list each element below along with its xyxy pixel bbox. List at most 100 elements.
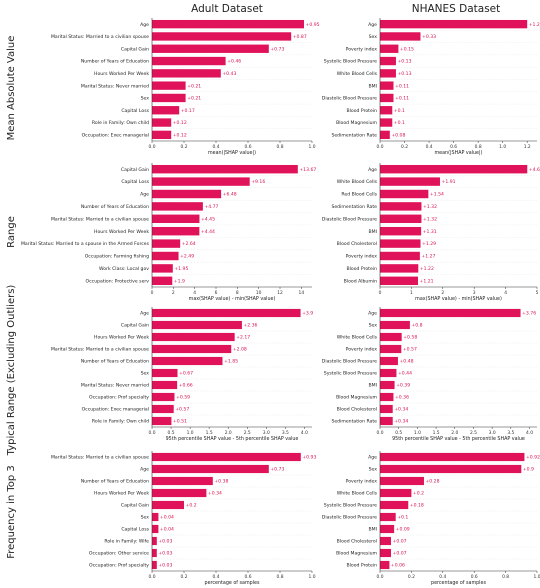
- x-axis-label: mean(|SHAP value|): [434, 150, 482, 156]
- bar: [380, 464, 522, 474]
- bar-value-label: +0.21: [187, 96, 201, 102]
- column-title-adult: Adult Dataset: [191, 3, 263, 15]
- bar: [152, 356, 223, 366]
- category-label: BMI: [369, 83, 377, 89]
- category-label: Diastolic Blood Pressure: [322, 96, 377, 102]
- x-axis-label: 95th percentile SHAP value - 5th percent…: [392, 436, 525, 442]
- bar-value-label: +0.34: [394, 407, 408, 413]
- bar-value-label: +0.07: [392, 539, 406, 545]
- bar: [152, 404, 174, 414]
- x-tick-label: 0.6: [450, 144, 457, 150]
- category-label: Diastolic Blood Pressure: [322, 515, 377, 521]
- category-label: Marital Status: Married to a civilian sp…: [51, 347, 149, 353]
- bar: [152, 251, 179, 261]
- bar-value-label: +9.16: [251, 179, 265, 185]
- bar-value-label: +0.03: [158, 551, 172, 557]
- x-tick-label: 0.6: [245, 144, 252, 150]
- bar: [380, 404, 393, 414]
- x-tick-label: 0.0: [377, 574, 384, 580]
- x-tick-label: 1.0: [309, 574, 316, 580]
- bar-value-label: +3.76: [522, 311, 536, 317]
- x-tick-label: 0.5: [395, 430, 402, 436]
- bar: [152, 500, 184, 510]
- bar-value-label: +3.9: [302, 311, 313, 317]
- x-tick-label: 1.0: [187, 430, 194, 436]
- x-tick-label: 3.0: [263, 430, 270, 436]
- category-label: White Blood Cells: [337, 335, 378, 341]
- bar-value-label: +1.21: [419, 278, 433, 284]
- bar: [152, 276, 173, 286]
- bar-value-label: +0.34: [208, 491, 222, 497]
- x-tick-label: 0.0: [377, 430, 384, 436]
- category-label: Number of Years of Education: [81, 59, 149, 65]
- bar: [152, 32, 292, 41]
- bar-value-label: +0.51: [173, 419, 187, 425]
- bar-value-label: +0.34: [394, 419, 408, 425]
- bar: [152, 488, 207, 498]
- bar: [152, 392, 175, 402]
- bar: [380, 392, 394, 402]
- bar-value-label: +1.9: [174, 278, 185, 284]
- x-tick-label: 0.6: [471, 574, 478, 580]
- x-tick-label: 0: [379, 290, 382, 296]
- bar: [380, 81, 394, 90]
- chart-panel-3-0: Marital Status: Married to a civilian sp…: [51, 451, 316, 586]
- bar: [152, 264, 173, 273]
- bar-value-label: +2.17: [236, 335, 250, 341]
- category-label: Capital Gain: [121, 46, 149, 52]
- category-label: Marital Status: Married to a spouse in t…: [21, 241, 150, 247]
- bar-value-label: +0.04: [160, 527, 174, 533]
- x-tick-label: 0.0: [377, 144, 384, 150]
- bar-value-label: +0.12: [173, 120, 187, 126]
- category-label: Blood Magnesium: [336, 551, 377, 557]
- bar-value-label: +0.39: [396, 383, 410, 389]
- x-tick-label: 0.8: [475, 144, 482, 150]
- category-label: Blood Magnesium: [336, 395, 377, 401]
- x-tick-label: 1.0: [499, 144, 506, 150]
- bar-value-label: +4.69: [529, 167, 540, 173]
- x-tick-label: 5: [536, 290, 539, 296]
- bar: [152, 214, 200, 224]
- x-tick-label: 3: [473, 290, 476, 296]
- category-label: Sex: [369, 467, 378, 473]
- bar: [380, 56, 396, 66]
- category-label: Marital Status: Married to a civilian sp…: [51, 34, 149, 40]
- bar-value-label: +0.13: [397, 59, 411, 65]
- category-label: Red Blood Cells: [341, 192, 377, 198]
- bar-value-label: +0.36: [395, 395, 409, 401]
- category-label: White Blood Cells: [337, 179, 378, 185]
- chart-panel-1-1: Age +4.69 White Blood Cells +1.91 Red Blood …: [322, 163, 540, 302]
- bar-value-label: +6.48: [223, 192, 237, 198]
- bar: [380, 548, 391, 558]
- bar-value-label: +0.67: [179, 371, 193, 377]
- chart-panel-2-0: Age +3.9 Capital Gain +2.36 Hours Worked Per…: [51, 307, 313, 442]
- bar: [152, 44, 269, 53]
- bar: [380, 452, 525, 462]
- category-label: Diastolic Blood Pressure: [322, 216, 377, 222]
- bar-value-label: +2.36: [243, 323, 257, 329]
- x-tick-label: 0.8: [277, 144, 284, 150]
- x-tick-label: 1.0: [534, 574, 540, 580]
- bar-value-label: +0.43: [222, 71, 236, 77]
- bar-value-label: +0.03: [158, 539, 172, 545]
- x-tick-label: 0.2: [181, 144, 188, 150]
- bar: [152, 524, 159, 534]
- bar: [152, 130, 172, 140]
- bar-value-label: +1.32: [423, 204, 437, 210]
- category-label: Diastolic Blood Pressure: [322, 359, 377, 365]
- bar-value-label: +0.93: [302, 455, 316, 461]
- bar: [380, 416, 393, 426]
- bar-value-label: +0.12: [173, 132, 187, 138]
- x-tick-label: 0: [151, 290, 154, 296]
- category-label: Blood Albumin: [344, 278, 377, 284]
- bar: [380, 524, 395, 534]
- bar-value-label: +0.58: [403, 335, 417, 341]
- category-label: Work Class: Local gov: [99, 266, 149, 272]
- category-label: Number of Years of Education: [81, 359, 149, 365]
- bar-value-label: +0.57: [403, 347, 417, 353]
- bar: [380, 320, 410, 330]
- category-label: Hours Worked Per Week: [94, 491, 149, 497]
- category-label: Occupation: Prof specialty: [89, 563, 149, 569]
- x-tick-label: 14: [299, 290, 305, 296]
